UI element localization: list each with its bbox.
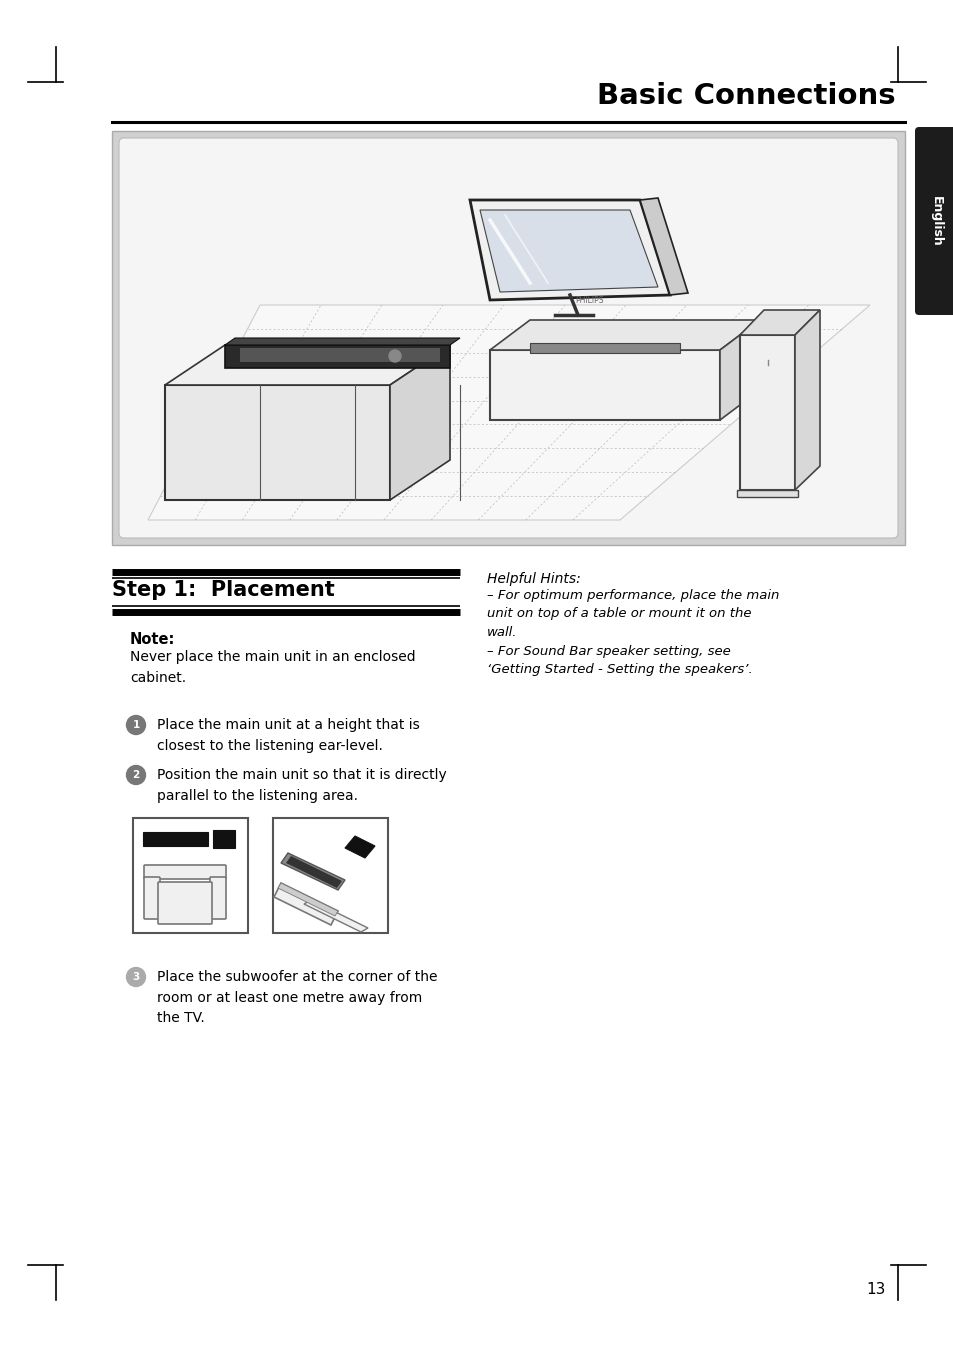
Circle shape — [389, 350, 400, 362]
Text: 3: 3 — [132, 973, 139, 982]
Polygon shape — [490, 350, 720, 420]
Polygon shape — [390, 345, 450, 500]
FancyBboxPatch shape — [144, 865, 226, 880]
Polygon shape — [225, 345, 450, 368]
Text: Step 1:  Placement: Step 1: Placement — [112, 581, 335, 599]
Text: Basic Connections: Basic Connections — [597, 82, 895, 110]
Polygon shape — [479, 210, 658, 292]
FancyBboxPatch shape — [132, 818, 248, 933]
Text: Position the main unit so that it is directly
parallel to the listening area.: Position the main unit so that it is dir… — [157, 768, 446, 803]
Polygon shape — [165, 345, 450, 385]
Polygon shape — [737, 490, 797, 497]
FancyBboxPatch shape — [213, 830, 234, 849]
Polygon shape — [470, 199, 669, 300]
Polygon shape — [794, 310, 820, 490]
Text: 2: 2 — [132, 770, 139, 780]
Circle shape — [127, 715, 146, 734]
Text: 1: 1 — [132, 721, 139, 730]
Polygon shape — [225, 338, 459, 345]
Polygon shape — [639, 198, 687, 295]
Text: PHILIPS: PHILIPS — [576, 296, 603, 304]
Polygon shape — [286, 855, 341, 888]
Polygon shape — [274, 884, 337, 925]
Text: Note:: Note: — [130, 632, 175, 647]
Polygon shape — [720, 321, 760, 420]
Circle shape — [127, 765, 146, 784]
FancyBboxPatch shape — [119, 137, 897, 537]
FancyBboxPatch shape — [210, 877, 226, 919]
Polygon shape — [304, 900, 368, 932]
Polygon shape — [281, 853, 345, 890]
FancyBboxPatch shape — [914, 127, 953, 315]
Text: 13: 13 — [865, 1282, 884, 1297]
Polygon shape — [240, 348, 439, 362]
FancyBboxPatch shape — [158, 882, 212, 924]
Polygon shape — [277, 884, 337, 916]
FancyBboxPatch shape — [112, 131, 904, 546]
Polygon shape — [740, 310, 820, 335]
FancyBboxPatch shape — [143, 832, 208, 846]
Text: – For optimum performance, place the main
unit on top of a table or mount it on : – For optimum performance, place the mai… — [486, 589, 779, 676]
Polygon shape — [530, 343, 679, 353]
Text: Place the subwoofer at the corner of the
room or at least one metre away from
th: Place the subwoofer at the corner of the… — [157, 970, 437, 1025]
Polygon shape — [345, 836, 375, 858]
Polygon shape — [165, 385, 390, 500]
Polygon shape — [148, 304, 869, 520]
Circle shape — [127, 967, 146, 986]
Polygon shape — [490, 321, 760, 350]
Text: Helpful Hints:: Helpful Hints: — [486, 572, 580, 586]
Text: Place the main unit at a height that is
closest to the listening ear-level.: Place the main unit at a height that is … — [157, 718, 419, 753]
Text: English: English — [929, 195, 942, 247]
FancyBboxPatch shape — [144, 877, 160, 919]
FancyBboxPatch shape — [273, 818, 388, 933]
Polygon shape — [740, 335, 794, 490]
Text: Never place the main unit in an enclosed
cabinet.: Never place the main unit in an enclosed… — [130, 651, 416, 684]
